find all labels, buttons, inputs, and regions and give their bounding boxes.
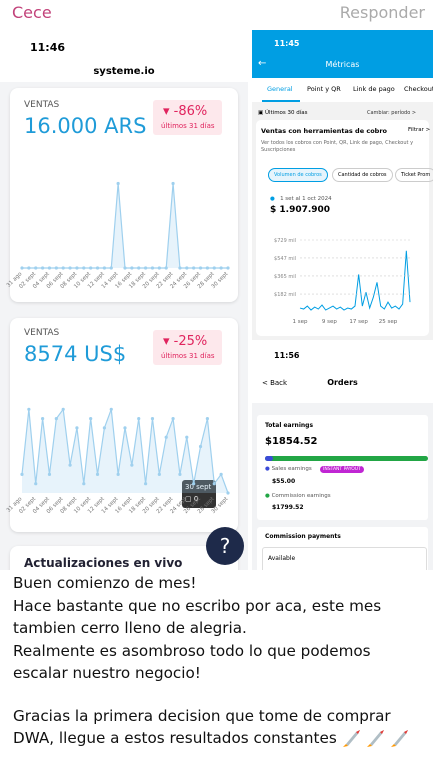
- section: Ventas con herramientas de cobro: [261, 127, 388, 135]
- badge: INSTANT PAYOUT: [320, 466, 364, 473]
- filter[interactable]: Filtrar >: [408, 127, 431, 133]
- time: 11:56: [274, 351, 300, 360]
- commission: $1799.52: [272, 504, 304, 511]
- tabs: [252, 78, 433, 102]
- title: Orders: [327, 378, 358, 387]
- title: Métricas: [325, 60, 360, 69]
- change-value: -25%: [173, 334, 208, 349]
- commission-label-text: Commission earnings: [271, 493, 331, 499]
- paragraph: Buen comienzo de mes! Hace bastante que …: [13, 572, 412, 685]
- rockets: [342, 730, 408, 747]
- period: últimos 31 días: [161, 352, 215, 360]
- description: Ver todos los cobros con Point, QR, Link…: [261, 140, 414, 153]
- total: $ 1.907.900: [270, 205, 331, 215]
- rocket: [366, 730, 384, 747]
- total-label: Total earnings: [265, 422, 314, 429]
- back[interactable]: < Back: [262, 379, 288, 387]
- app-bar: [252, 30, 433, 78]
- tab[interactable]: General: [267, 85, 293, 93]
- sender: Cece: [12, 3, 52, 22]
- tab[interactable]: Link de pago: [353, 85, 395, 93]
- line: Realmente es asombroso todo lo que podem…: [13, 641, 371, 660]
- progress-sales: [265, 456, 273, 461]
- paragraph: Gracias la primera decision que tome de …: [13, 705, 412, 750]
- tab-underline: [262, 100, 300, 102]
- card-label: VENTAS: [24, 100, 60, 110]
- time: 11:46: [30, 41, 66, 54]
- change-period[interactable]: Cambiar: período >: [367, 110, 417, 116]
- rocket: [390, 730, 408, 747]
- card: [257, 527, 428, 570]
- tooltip-value: ▢ 0: [185, 495, 199, 503]
- orders-screen: 11:56 < Back Orders Total earnings $1854…: [252, 345, 433, 570]
- help-button[interactable]: ?: [206, 527, 244, 565]
- sales-label: ● Sales earnings: [265, 466, 312, 472]
- line: tambien cerro lleno de alegria.: [13, 619, 247, 637]
- total: $1854.52: [265, 436, 318, 447]
- sales-label-text: Sales earnings: [271, 466, 312, 472]
- commission-label: ● Commission earnings: [265, 493, 331, 499]
- range-text: 1 set al 1 oct 2024: [280, 196, 332, 202]
- section-title: Actualizaciones en vivo: [24, 556, 183, 570]
- tooltip-number: 0: [193, 495, 199, 503]
- card-label: VENTAS: [24, 328, 60, 338]
- tab[interactable]: Point y QR: [307, 85, 341, 93]
- top-bar: [252, 345, 433, 403]
- line: Hace bastante que no escribo por aca, es…: [13, 596, 382, 615]
- badge: [153, 330, 222, 365]
- tooltip-date: 30 sept: [185, 483, 212, 491]
- line: Buen comienzo de mes!: [13, 574, 197, 592]
- message: Buen comienzo de mes! Hace bastante que …: [13, 572, 412, 750]
- left-screen: 11:46 systeme.io VENTAS 16.000 ARS ▾ -86…: [0, 30, 248, 570]
- card: [10, 546, 238, 570]
- chip[interactable]: Ticket Prom: [395, 168, 433, 182]
- progress: [265, 456, 428, 461]
- change: ▾ -86%: [163, 104, 208, 119]
- period-text: Últimos 30 días: [264, 110, 308, 116]
- range: ● 1 set al 1 oct 2024: [270, 196, 332, 202]
- sales: $55.00: [272, 478, 296, 485]
- period: ▣ Últimos 30 días: [258, 110, 308, 116]
- payments-label: Commission payments: [265, 533, 341, 540]
- site: systeme.io: [93, 66, 155, 77]
- period: últimos 31 días: [161, 122, 215, 130]
- line: escalar nuestro negocio!: [13, 664, 201, 682]
- time: 11:45: [274, 39, 300, 48]
- line: DWA, llegue a estos resultados constante…: [13, 727, 412, 750]
- line-text: DWA, llegue a estos resultados constante…: [13, 729, 337, 747]
- reply[interactable]: Responder: [339, 3, 425, 22]
- line: Gracias la primera decision que tome de …: [13, 706, 391, 725]
- back-arrow[interactable]: ←: [258, 58, 267, 69]
- rocket: [342, 730, 360, 747]
- chip[interactable]: Cantidad de cobros: [332, 168, 393, 182]
- badge: [153, 100, 222, 135]
- amount: 8574 US$: [24, 342, 127, 366]
- metrics-screen: 11:45 ← Métricas General Point y QR Link…: [252, 30, 433, 340]
- top-bar: [0, 30, 248, 82]
- available-box: [262, 547, 427, 570]
- chip[interactable]: Volumen de cobros: [268, 168, 328, 182]
- amount: 16.000 ARS: [24, 114, 147, 138]
- change-value: -86%: [173, 104, 208, 119]
- tab[interactable]: Checkout: [404, 85, 433, 93]
- change: ▾ -25%: [163, 334, 208, 349]
- available: Available: [268, 555, 296, 562]
